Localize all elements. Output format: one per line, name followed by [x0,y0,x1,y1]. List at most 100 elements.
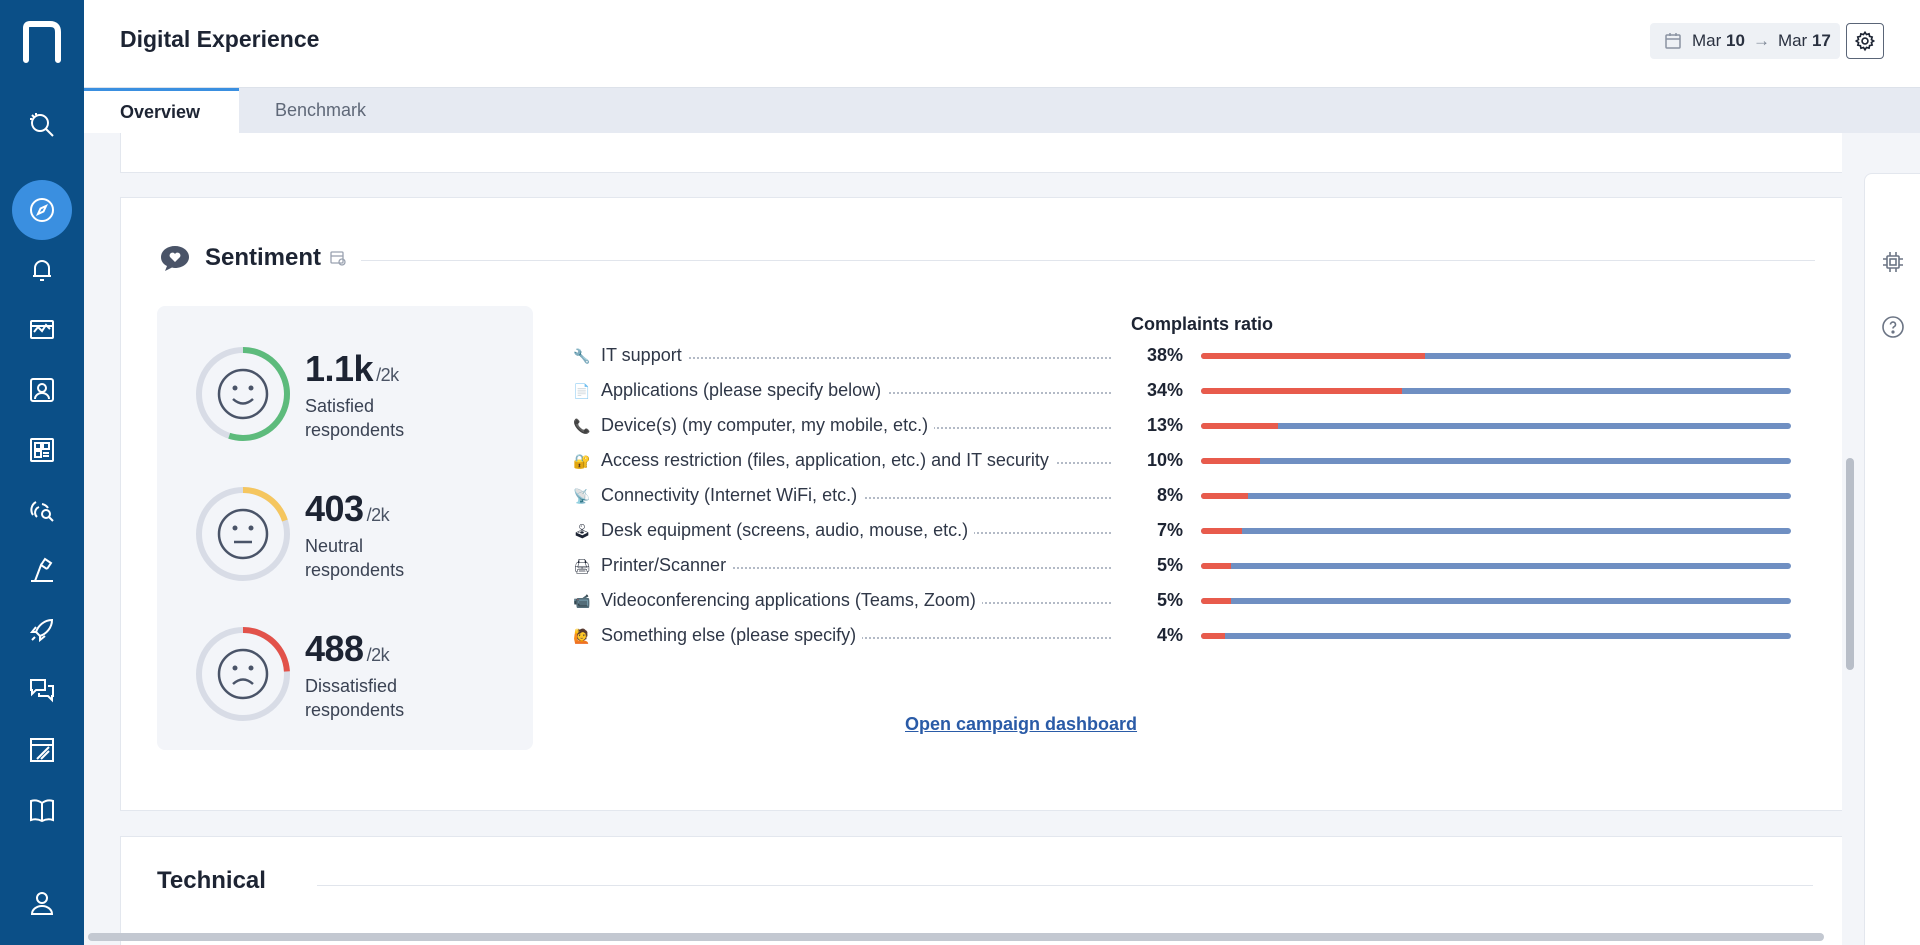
complaint-ratio-fill [1201,353,1426,359]
right-side-panel [1864,173,1920,945]
nav-library[interactable] [12,780,72,840]
heart-chat-icon [161,246,189,271]
sentiment-title: Sentiment [205,244,322,271]
main-content: Sentiment 1.1k/2k Satisfied respondents [84,133,1842,945]
neutral-count: 403/2k [305,488,390,530]
previous-section-card [120,133,1842,173]
leader-dots [601,637,1151,639]
complaint-ratio-fill [1201,563,1231,569]
tab-overview[interactable]: Overview [84,88,239,133]
complaint-row[interactable]: 📞 Device(s) (my computer, my mobile, etc.… [573,414,1813,438]
nav-alerts[interactable] [12,240,72,300]
nav-dashboards[interactable] [12,420,72,480]
satisfied-face-icon [196,347,290,441]
dissatisfied-label: Dissatisfied respondents [305,676,405,720]
lock-icon: 🔐 [573,453,591,469]
document-icon: 📄 [573,383,591,399]
design-icon [30,738,54,762]
users-icon [30,378,54,402]
remote-action-icon [31,557,53,582]
section-divider [361,260,1815,261]
leader-dots [601,567,1151,569]
complaint-ratio-fill [1201,598,1231,604]
nav-users[interactable] [12,360,72,420]
satisfied-total: /2k [376,365,399,385]
sentiment-stats-panel: 1.1k/2k Satisfied respondents 403/2k Neu… [157,306,533,750]
leader-dots [601,357,1151,359]
open-campaign-dashboard-link[interactable]: Open campaign dashboard [905,714,1138,734]
monitor-chart-icon [30,320,54,339]
satellite-icon: 📡 [573,488,591,504]
arrow-right-icon: → [1752,31,1770,50]
complaint-ratio-bar [1201,458,1791,464]
complaint-label: Applications (please specify below) [601,380,888,401]
dashboard-icon [30,438,54,462]
chip-icon[interactable] [1881,250,1905,274]
complaint-ratio-bar [1201,563,1791,569]
complaint-ratio-fill [1201,458,1260,464]
nav-investigations[interactable] [12,480,72,540]
vertical-scrollbar[interactable] [1846,458,1854,670]
nav-search-insights[interactable] [12,95,72,155]
page-title: Digital Experience [120,26,320,52]
satisfied-count: 1.1k/2k [305,348,399,390]
calendar-icon [1665,33,1681,49]
help-icon[interactable] [1881,315,1905,339]
hands-icon: 🙋 [573,628,591,644]
stat-satisfied: 1.1k/2k Satisfied respondents [193,344,513,454]
gear-icon [1854,30,1876,52]
complaint-row[interactable]: 📄 Applications (please specify below) 34% [573,379,1813,403]
complaint-row[interactable]: 📡 Connectivity (Internet WiFi, etc.) 8% [573,484,1813,508]
nav-remote-actions[interactable] [12,540,72,600]
search-insights-icon [30,113,54,137]
printer-icon: 🖨 [573,558,591,574]
complaint-label: Desk equipment (screens, audio, mouse, e… [601,520,975,541]
nav-workflows[interactable] [12,720,72,780]
settings-button[interactable] [1846,23,1884,59]
complaint-row[interactable]: 🙋 Something else (please specify) 4% [573,624,1813,648]
compass-icon [30,198,54,222]
complaint-ratio-fill [1201,528,1243,534]
nav-profile[interactable] [12,873,72,933]
complaint-percent: 38% [1113,345,1183,366]
complaint-row[interactable]: 🕹 Desk equipment (screens, audio, mouse, … [573,519,1813,543]
complaint-percent: 8% [1113,485,1183,506]
nav-monitoring[interactable] [12,300,72,360]
complaint-ratio-bar [1201,598,1791,604]
date-from-month: Mar [1692,31,1722,50]
dissatisfied-total: /2k [366,645,390,665]
nexthink-logo[interactable] [22,20,62,64]
complaint-row[interactable]: 📹 Videoconferencing applications (Teams, … [573,589,1813,613]
complaint-percent: 10% [1113,450,1183,471]
date-to-day: 17 [1811,31,1831,50]
horizontal-scrollbar[interactable] [88,933,1824,941]
leader-dots [601,497,1151,499]
satisfied-label: Satisfied respondents [305,396,405,440]
tab-benchmark[interactable]: Benchmark [275,100,367,120]
complaint-ratio-fill [1201,423,1278,429]
date-from-day: 10 [1726,31,1745,50]
left-nav [0,0,84,945]
complaint-label: Printer/Scanner [601,555,733,576]
dissatisfied-ring-fill [196,627,290,721]
satisfied-value: 1.1k [305,348,374,389]
complaint-ratio-bar [1201,493,1791,499]
nav-adoption[interactable] [12,600,72,660]
complaint-row[interactable]: 🔐 Access restriction (files, application,… [573,449,1813,473]
complaint-row[interactable]: 🖨 Printer/Scanner 5% [573,554,1813,578]
sentiment-card: Sentiment 1.1k/2k Satisfied respondents [120,197,1842,811]
complaint-ratio-fill [1201,493,1249,499]
dissatisfied-count: 488/2k [305,628,390,670]
complaint-percent: 7% [1113,520,1183,541]
nav-engage[interactable] [12,660,72,720]
chat-icon [30,679,54,703]
page-header: Digital Experience Mar 10 → Mar 17 [84,0,1920,88]
complaint-ratio-fill [1201,633,1225,639]
complaint-percent: 5% [1113,590,1183,611]
neutral-face-icon [196,487,290,581]
complaint-row[interactable]: 🔧 IT support 38% [573,344,1813,368]
nav-experience[interactable] [12,180,72,240]
complaint-ratio-bar [1201,528,1791,534]
date-range-picker[interactable]: Mar 10 → Mar 17 [1650,23,1840,59]
complaint-label: Device(s) (my computer, my mobile, etc.) [601,415,935,436]
